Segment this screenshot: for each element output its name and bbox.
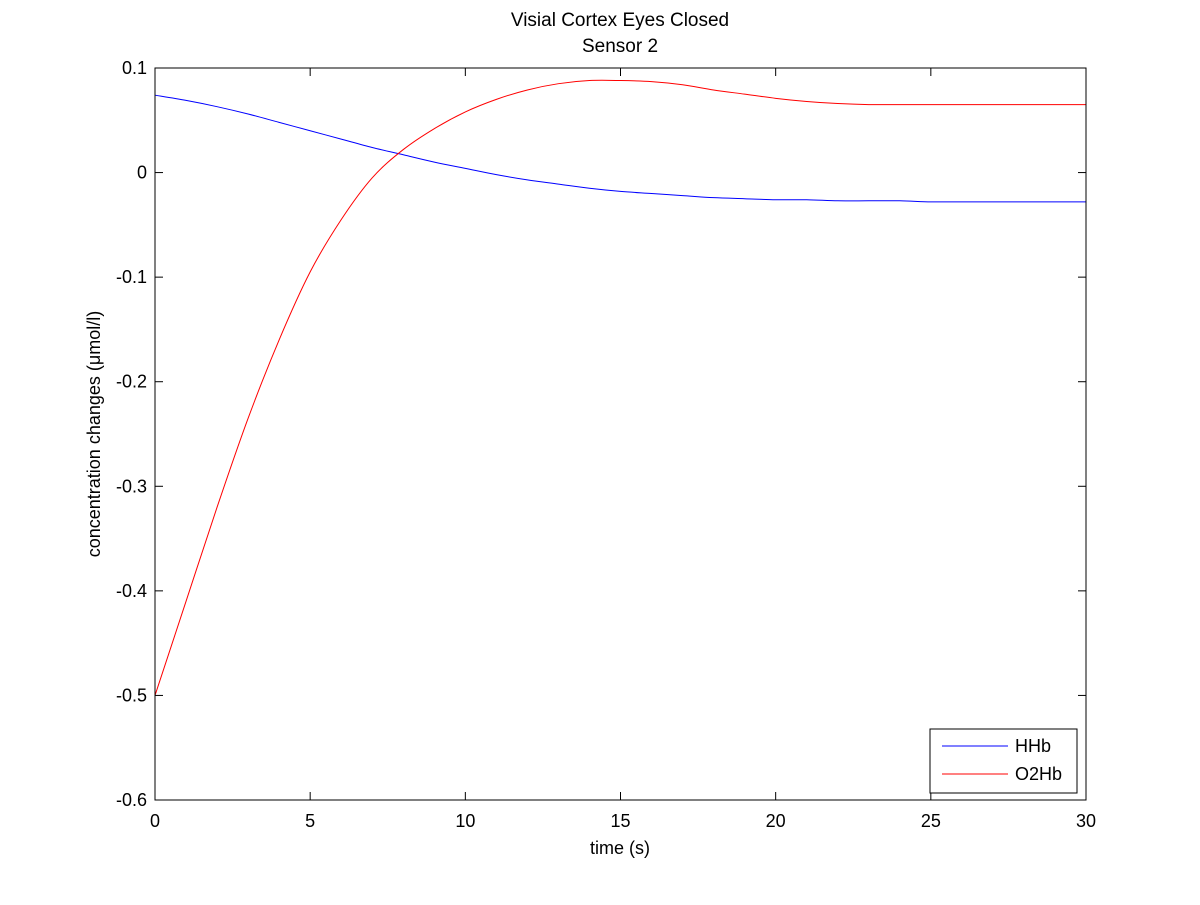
- y-tick-label: -0.1: [116, 267, 147, 287]
- y-tick-label: -0.6: [116, 790, 147, 810]
- legend-box: [929, 728, 1078, 794]
- x-tick-label: 5: [305, 811, 315, 831]
- x-tick-label: 10: [455, 811, 475, 831]
- legend: HHb O2Hb: [929, 728, 1078, 794]
- y-tick-label: 0.1: [122, 58, 147, 78]
- y-tick-label: -0.3: [116, 476, 147, 496]
- y-tick-label: -0.5: [116, 685, 147, 705]
- x-tick-label: 15: [610, 811, 630, 831]
- y-tick-label: -0.2: [116, 372, 147, 392]
- y-axis-label: concentration changes (μmol/l): [84, 311, 104, 558]
- x-tick-label: 20: [766, 811, 786, 831]
- x-axis-label: time (s): [590, 838, 650, 858]
- series-layer: [154, 79, 1086, 696]
- x-tick-label: 25: [921, 811, 941, 831]
- plot-frame: [154, 67, 1087, 801]
- series-line-hhb: [154, 94, 1086, 203]
- x-tick-label: 30: [1076, 811, 1096, 831]
- chart-subtitle: Sensor 2: [582, 36, 658, 57]
- x-tick-label: 0: [150, 811, 160, 831]
- legend-label-o2hb: O2Hb: [1015, 764, 1062, 784]
- y-tick-label: 0: [137, 163, 147, 183]
- series-line-o2hb: [154, 79, 1086, 696]
- plot-area: [155, 68, 1086, 800]
- legend-label-hhb: HHb: [1015, 736, 1051, 756]
- y-tick-label: -0.4: [116, 581, 147, 601]
- chart-title: Visial Cortex Eyes Closed: [511, 10, 729, 31]
